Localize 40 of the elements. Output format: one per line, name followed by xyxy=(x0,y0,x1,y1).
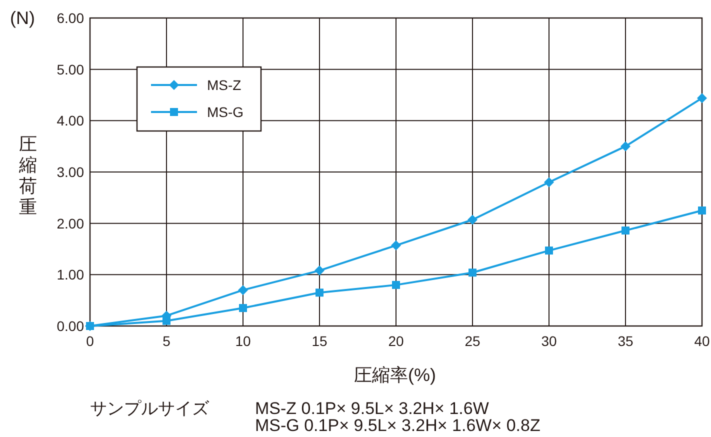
point xyxy=(545,246,553,255)
y-tick-label: 4.00 xyxy=(56,112,84,129)
y-tick-label: 5.00 xyxy=(56,61,84,78)
point xyxy=(314,266,324,276)
y-tick-label: 6.00 xyxy=(56,10,84,26)
point xyxy=(620,141,630,152)
point xyxy=(544,177,554,188)
point xyxy=(622,226,630,235)
y-tick-label: 0.00 xyxy=(56,318,84,334)
x-tick-label: 40 xyxy=(694,333,710,349)
point xyxy=(162,316,170,325)
x-tick-label: 30 xyxy=(541,333,557,349)
x-tick-label: 25 xyxy=(464,333,480,349)
text: サンプルサイズ xyxy=(90,399,210,418)
y-tick-label: 3.00 xyxy=(56,164,84,180)
legend-label: MS-G xyxy=(207,104,244,120)
x-tick-label: 35 xyxy=(618,333,634,349)
x-tick-label: 5 xyxy=(162,333,171,349)
x-tick-label: 10 xyxy=(235,333,251,349)
point xyxy=(468,268,476,277)
point xyxy=(316,288,324,297)
text: MS-Z 0.1P× 9.5L× 3.2H× 1.6W xyxy=(255,399,489,418)
text: (N) xyxy=(10,8,35,28)
text: MS-G 0.1P× 9.5L× 3.2H× 1.6W× 0.8Z xyxy=(255,416,540,435)
y-tick-label: 2.00 xyxy=(56,215,84,232)
x-tick-label: 20 xyxy=(388,333,404,349)
x-tick-label: 15 xyxy=(312,333,328,349)
point xyxy=(239,304,247,312)
point xyxy=(238,285,248,296)
y-tick-label: 1.00 xyxy=(56,266,84,283)
x-tick-label: 0 xyxy=(86,333,94,349)
point xyxy=(392,280,400,289)
legend-label: MS-Z xyxy=(207,77,242,93)
point xyxy=(697,93,707,104)
point xyxy=(468,214,478,225)
point xyxy=(391,240,401,250)
y-axis-title: 圧縮荷重 xyxy=(18,134,37,217)
point xyxy=(86,322,94,330)
point xyxy=(698,206,706,214)
x-axis-title: 圧縮率(%) xyxy=(354,365,436,385)
